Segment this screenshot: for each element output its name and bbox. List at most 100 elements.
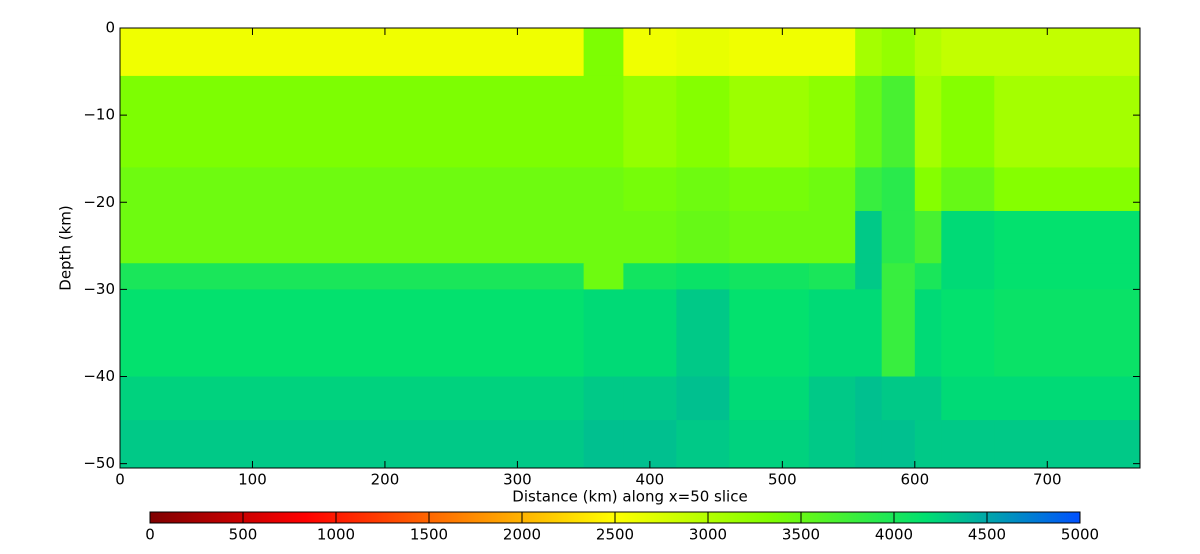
- heat-cell: [729, 28, 810, 77]
- y-tick-label: −50: [83, 454, 115, 472]
- heat-cell: [941, 263, 995, 290]
- heat-cell: [941, 75, 995, 168]
- heat-cell: [676, 167, 730, 212]
- heat-cell: [855, 28, 883, 77]
- x-axis-label: Distance (km) along x=50 slice: [512, 488, 747, 506]
- heat-cell: [808, 420, 856, 469]
- heat-cell: [881, 167, 916, 212]
- x-tick-label: 400: [636, 471, 665, 489]
- heat-cell: [808, 75, 856, 168]
- heat-cell: [941, 28, 995, 77]
- x-tick-label: 100: [238, 471, 267, 489]
- heat-cell: [808, 210, 856, 264]
- heat-cell: [914, 263, 942, 290]
- y-axis-label: Depth (km): [57, 205, 75, 290]
- colorbar-tick-label: 1500: [410, 526, 448, 544]
- heat-cell: [855, 263, 883, 290]
- y-tick-label: −10: [83, 106, 115, 124]
- heat-cell: [120, 167, 585, 212]
- heat-cell: [729, 376, 810, 421]
- heat-cell: [914, 28, 942, 77]
- heat-cell: [729, 420, 810, 469]
- heat-cell: [941, 420, 995, 469]
- heat-cell: [676, 420, 730, 469]
- heat-cell: [120, 263, 585, 290]
- colorbar-tick-label: 4500: [968, 526, 1006, 544]
- heat-cell: [120, 420, 585, 469]
- heat-cell: [623, 376, 677, 421]
- colorbar-tick-label: 0: [145, 526, 155, 544]
- heat-cell: [623, 420, 677, 469]
- heat-cell: [914, 167, 942, 212]
- heat-cell: [583, 28, 624, 77]
- heat-cell: [623, 289, 677, 378]
- heat-cell: [914, 210, 942, 264]
- heat-cell: [994, 263, 1141, 290]
- heat-cell: [994, 420, 1141, 469]
- heat-cell: [729, 167, 810, 212]
- heat-cell: [583, 167, 624, 212]
- heat-cell: [623, 210, 677, 264]
- heat-cell: [120, 75, 585, 168]
- heat-cell: [676, 28, 730, 77]
- colorbar-tick-label: 2000: [503, 526, 541, 544]
- heat-cell: [120, 210, 585, 264]
- heat-cell: [994, 167, 1141, 212]
- heat-cell: [729, 263, 810, 290]
- heat-cell: [881, 263, 916, 290]
- colorbar-tick-label: 3500: [782, 526, 820, 544]
- heat-cell: [914, 376, 942, 421]
- y-tick-label: −40: [83, 367, 115, 385]
- heat-cell: [881, 75, 916, 168]
- heat-cell: [941, 289, 995, 378]
- y-tick-label: −30: [83, 280, 115, 298]
- colorbar-tick-label: 2500: [596, 526, 634, 544]
- heat-cell: [994, 210, 1141, 264]
- heat-cell: [676, 289, 730, 378]
- heat-cell: [855, 376, 883, 421]
- heat-cell: [808, 289, 856, 378]
- colorbar-tick-label: 1000: [317, 526, 355, 544]
- heat-cell: [855, 167, 883, 212]
- heat-cell: [120, 376, 585, 421]
- heat-cell: [994, 75, 1141, 168]
- heat-cell: [994, 376, 1141, 421]
- heat-cell: [729, 75, 810, 168]
- heat-cell: [623, 75, 677, 168]
- heat-cell: [855, 420, 883, 469]
- colorbar-tick-label: 4000: [875, 526, 913, 544]
- heat-cell: [941, 210, 995, 264]
- heat-cell: [808, 167, 856, 212]
- x-tick-label: 200: [371, 471, 400, 489]
- heat-cell: [881, 376, 916, 421]
- heat-cell: [994, 28, 1141, 77]
- heat-cell: [583, 210, 624, 264]
- y-tick-label: 0: [105, 19, 115, 37]
- x-tick-label: 300: [503, 471, 532, 489]
- heat-cell: [729, 210, 810, 264]
- colorbar-tick-label: 5000: [1061, 526, 1099, 544]
- heat-cell: [808, 376, 856, 421]
- heat-cell: [994, 289, 1141, 378]
- heat-cell: [623, 263, 677, 290]
- heat-cell: [583, 263, 624, 290]
- heat-cell: [676, 75, 730, 168]
- heat-cell: [583, 420, 624, 469]
- x-tick-label: 0: [115, 471, 125, 489]
- heat-cell: [583, 75, 624, 168]
- heat-cell: [855, 210, 883, 264]
- heat-cell: [914, 289, 942, 378]
- heat-cell: [120, 28, 585, 77]
- heat-cell: [120, 289, 585, 378]
- heat-cell: [881, 28, 916, 77]
- heat-cell: [881, 420, 916, 469]
- heat-cell: [676, 210, 730, 264]
- x-tick-label: 600: [900, 471, 929, 489]
- heat-cell: [808, 28, 856, 77]
- heat-cell: [941, 167, 995, 212]
- heat-cell: [676, 376, 730, 421]
- heat-cell: [808, 263, 856, 290]
- heat-cell: [941, 376, 995, 421]
- heat-cell: [623, 28, 677, 77]
